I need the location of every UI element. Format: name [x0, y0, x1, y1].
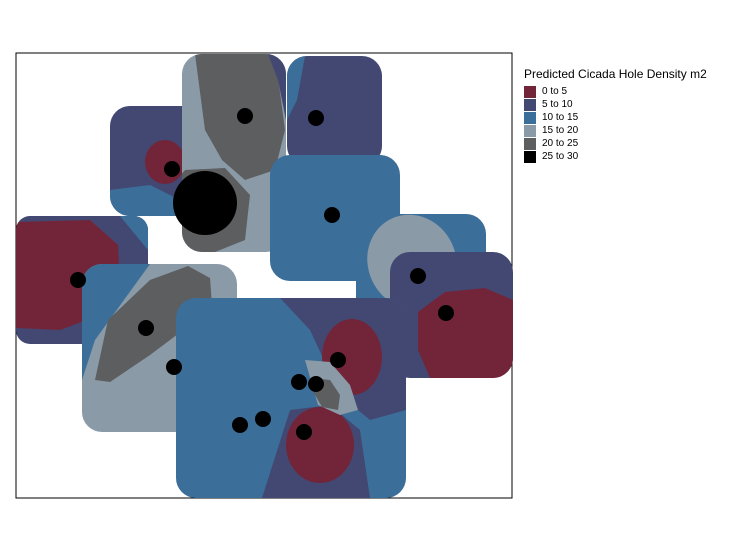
legend-swatch — [524, 137, 536, 150]
sample-point — [166, 359, 182, 375]
sample-point — [291, 374, 307, 390]
legend-swatch — [524, 111, 536, 124]
legend-label: 10 to 15 — [542, 112, 579, 123]
sample-point — [164, 161, 180, 177]
sample-point — [237, 108, 253, 124]
sample-point — [70, 272, 86, 288]
sample-point — [324, 207, 340, 223]
legend: Predicted Cicada Hole Density m2 0 to 5 5… — [524, 67, 707, 163]
legend-label: 25 to 30 — [542, 151, 579, 162]
sample-point — [296, 424, 312, 440]
sample-point — [438, 305, 454, 321]
legend-item: 5 to 10 — [524, 98, 707, 111]
legend-items: 0 to 5 5 to 10 10 to 15 15 to 20 20 to 25 25 … — [524, 85, 707, 163]
legend-item: 15 to 20 — [524, 124, 707, 137]
legend-item: 0 to 5 — [524, 85, 707, 98]
sample-point — [410, 268, 426, 284]
legend-label: 20 to 25 — [542, 138, 579, 149]
max-density-zone — [173, 171, 237, 235]
legend-label: 0 to 5 — [542, 86, 568, 97]
legend-item: 20 to 25 — [524, 137, 707, 150]
sample-point — [308, 376, 324, 392]
sample-point — [308, 110, 324, 126]
sample-point — [232, 417, 248, 433]
legend-label: 5 to 10 — [542, 99, 573, 110]
legend-title: Predicted Cicada Hole Density m2 — [524, 67, 707, 81]
sample-point — [138, 320, 154, 336]
sample-points — [70, 108, 454, 440]
plot-ne — [287, 56, 382, 166]
legend-item: 10 to 15 — [524, 111, 707, 124]
sample-point — [330, 352, 346, 368]
legend-swatch — [524, 150, 536, 163]
legend-swatch — [524, 85, 536, 98]
sample-point — [255, 411, 271, 427]
legend-swatch — [524, 98, 536, 111]
plot-s — [176, 298, 406, 498]
legend-swatch — [524, 124, 536, 137]
legend-label: 15 to 20 — [542, 125, 579, 136]
legend-item: 25 to 30 — [524, 150, 707, 163]
